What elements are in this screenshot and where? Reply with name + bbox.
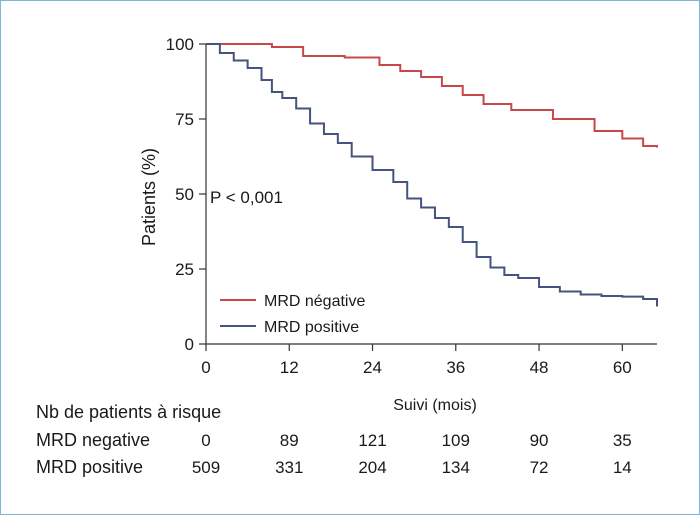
risk-value-mrd-negative-60: 35 xyxy=(613,431,632,450)
series-line-mrd-positive xyxy=(206,43,658,307)
x-axis-label: Suivi (mois) xyxy=(393,397,477,414)
x-tick-label-60: 60 xyxy=(613,358,632,377)
risk-value-mrd-negative-0: 0 xyxy=(201,431,210,450)
risk-value-mrd-positive-36: 134 xyxy=(442,458,470,477)
risk-value-mrd-positive-0: 509 xyxy=(192,458,220,477)
risk-table-title: Nb de patients à risque xyxy=(36,402,221,422)
risk-value-mrd-positive-60: 14 xyxy=(613,458,632,477)
p-value-annotation: P < 0,001 xyxy=(210,188,283,207)
x-tick-label-36: 36 xyxy=(446,358,465,377)
y-tick-label-50: 50 xyxy=(175,185,194,204)
series-group xyxy=(206,43,658,307)
legend: MRD négative MRD positive xyxy=(220,293,365,336)
y-tick-label-0: 0 xyxy=(185,335,194,354)
legend-label-mrd-positive: MRD positive xyxy=(264,319,359,336)
risk-value-mrd-positive-24: 204 xyxy=(358,458,386,477)
series-line-mrd-negative xyxy=(206,43,658,148)
risk-value-mrd-negative-36: 109 xyxy=(442,431,470,450)
risk-value-mrd-positive-12: 331 xyxy=(275,458,303,477)
risk-value-mrd-negative-12: 89 xyxy=(280,431,299,450)
risk-values: 0 89 121 109 90 35 509 331 204 134 72 14 xyxy=(192,431,632,477)
y-axis-label: Patients (%) xyxy=(139,148,159,246)
x-tick-label-0: 0 xyxy=(201,358,210,377)
risk-value-mrd-positive-48: 72 xyxy=(530,458,549,477)
x-tick-label-12: 12 xyxy=(280,358,299,377)
x-tick-label-24: 24 xyxy=(363,358,382,377)
risk-row-label-mrd-negative: MRD negative xyxy=(36,430,150,450)
risk-value-mrd-negative-24: 121 xyxy=(358,431,386,450)
x-tick-label-48: 48 xyxy=(530,358,549,377)
risk-table: Nb de patients à risque MRD negative MRD… xyxy=(36,402,632,477)
y-tick-label-25: 25 xyxy=(175,260,194,279)
y-tick-label-100: 100 xyxy=(166,35,194,54)
risk-row-label-mrd-positive: MRD positive xyxy=(36,457,143,477)
risk-value-mrd-negative-48: 90 xyxy=(530,431,549,450)
legend-label-mrd-negative: MRD négative xyxy=(264,293,365,310)
y-tick-label-75: 75 xyxy=(175,110,194,129)
axes: 0 25 50 75 100 0 12 24 36 48 60 xyxy=(166,35,657,377)
